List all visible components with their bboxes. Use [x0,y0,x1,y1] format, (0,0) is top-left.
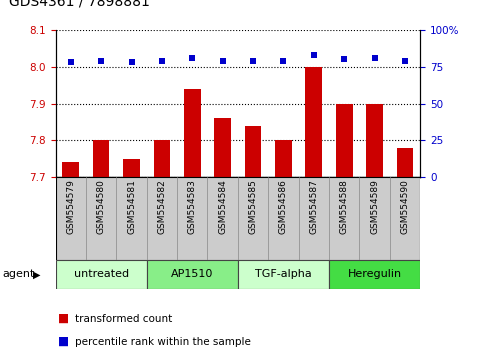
Bar [56,260,147,289]
Text: GSM554590: GSM554590 [400,179,410,234]
Text: untreated: untreated [73,269,128,279]
Point [188,55,196,61]
Text: Heregulin: Heregulin [348,269,402,279]
Bar [238,260,329,289]
Point [97,58,105,64]
Point [67,59,74,65]
Bar [329,260,420,289]
Bar [245,126,261,177]
Bar [275,140,292,177]
Point [280,58,287,64]
Bar [366,103,383,177]
Text: GSM554587: GSM554587 [309,179,318,234]
Text: GSM554581: GSM554581 [127,179,136,234]
Point [219,58,227,64]
Point [249,58,257,64]
Text: ▶: ▶ [33,269,41,279]
Bar [93,140,110,177]
Text: GSM554580: GSM554580 [97,179,106,234]
Bar [214,118,231,177]
Text: AP1510: AP1510 [171,269,213,279]
Bar [123,159,140,177]
Bar [62,162,79,177]
Text: GSM554588: GSM554588 [340,179,349,234]
Text: ■: ■ [58,335,69,348]
Text: GSM554583: GSM554583 [188,179,197,234]
Point [128,59,135,65]
Bar [397,148,413,177]
Bar [336,103,353,177]
Point [310,52,318,58]
Point [401,58,409,64]
Text: transformed count: transformed count [75,314,172,324]
Text: ■: ■ [58,312,69,325]
Text: GSM554579: GSM554579 [66,179,75,234]
Bar [305,67,322,177]
Point [371,55,379,61]
Text: GSM554586: GSM554586 [279,179,288,234]
Bar [147,260,238,289]
Text: GSM554589: GSM554589 [370,179,379,234]
Point [158,58,166,64]
Bar [184,89,200,177]
Text: percentile rank within the sample: percentile rank within the sample [75,337,251,347]
Text: GSM554582: GSM554582 [157,179,167,234]
Bar [154,140,170,177]
Text: GSM554585: GSM554585 [249,179,257,234]
Text: GDS4361 / 7898881: GDS4361 / 7898881 [9,0,150,9]
Text: agent: agent [2,269,35,279]
Point [341,57,348,62]
Text: GSM554584: GSM554584 [218,179,227,234]
Text: TGF-alpha: TGF-alpha [255,269,312,279]
